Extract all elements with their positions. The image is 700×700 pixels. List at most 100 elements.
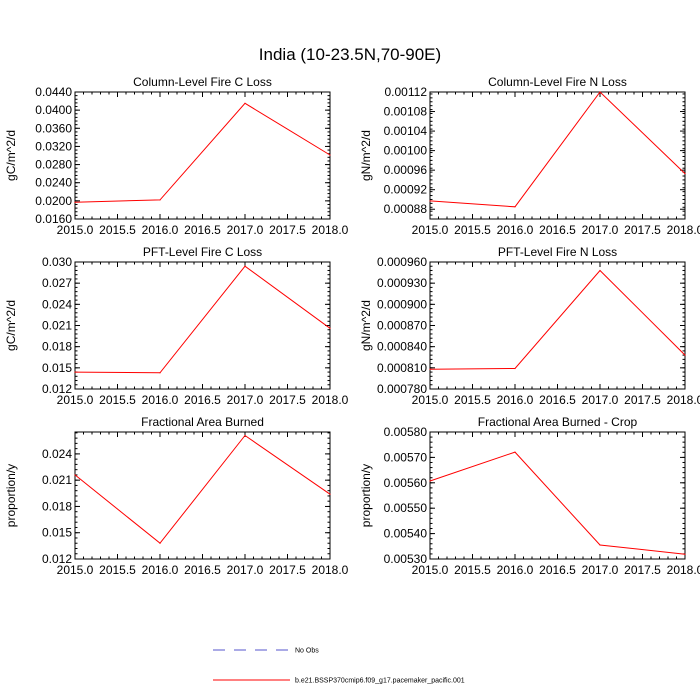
chart3-point bbox=[159, 372, 161, 374]
panels-group: Column-Level Fire C Loss 2015.0 2015.5 2016… bbox=[4, 75, 700, 577]
chart6-ytick-label: 0.00580 bbox=[384, 425, 428, 439]
chart5-xtick-label: 2016.0 bbox=[142, 563, 179, 577]
chart4-xtick-label: 2017.5 bbox=[624, 393, 661, 407]
chart2-xtick-label: 2017.5 bbox=[624, 223, 661, 237]
chart4-point bbox=[684, 354, 686, 356]
chart3-ytick-label: 0.030 bbox=[42, 255, 72, 269]
chart5-ytick-label: 0.021 bbox=[42, 473, 72, 487]
chart4-ytick-label: 0.000810 bbox=[377, 361, 427, 375]
chart3-ytick-label: 0.021 bbox=[42, 319, 72, 333]
chart4-title: PFT-Level Fire N Loss bbox=[498, 245, 617, 259]
chart3-xtick-label: 2017.5 bbox=[269, 393, 306, 407]
chart3-xtick-label: 2016.5 bbox=[184, 393, 221, 407]
chart1-ytick-label: 0.0280 bbox=[35, 158, 72, 172]
chart6-ytick-label: 0.00560 bbox=[384, 476, 428, 490]
chart3-frame bbox=[74, 261, 331, 390]
chart2-panel: Column-Level Fire N Loss 2015.0 2015.5 2016… bbox=[359, 75, 700, 237]
chart4-ytick-label: 0.000900 bbox=[377, 297, 427, 311]
chart2-xtick-label: 2017.0 bbox=[582, 223, 619, 237]
chart5-xtick-label: 2017.5 bbox=[269, 563, 306, 577]
chart5-xtick-label: 2018.0 bbox=[312, 563, 349, 577]
chart1-xtick-label: 2015.0 bbox=[57, 223, 94, 237]
chart1-series-line bbox=[74, 102, 331, 203]
chart2-xtick-label: 2016.5 bbox=[539, 223, 576, 237]
chart1-xtick-label: 2016.0 bbox=[142, 223, 179, 237]
legend-label-no-obs: No Obs bbox=[295, 648, 319, 655]
chart6-ylabel: proportion/y bbox=[359, 464, 373, 527]
chart6-xtick-label: 2016.5 bbox=[539, 563, 576, 577]
chart4-frame bbox=[429, 261, 686, 390]
chart1-point bbox=[329, 154, 331, 156]
chart1-ytick-label: 0.0200 bbox=[35, 194, 72, 208]
chart3-ytick-label: 0.018 bbox=[42, 340, 72, 354]
chart2-ytick-label: 0.00108 bbox=[384, 105, 428, 119]
chart4-ylabel: gN/m^2/d bbox=[359, 300, 373, 351]
chart2-title: Column-Level Fire N Loss bbox=[488, 75, 627, 89]
chart3-xtick-label: 2015.0 bbox=[57, 393, 94, 407]
chart2-ytick-label: 0.00112 bbox=[385, 85, 428, 99]
chart1-ytick-label: 0.0440 bbox=[35, 85, 72, 99]
chart1-ytick-label: 0.0320 bbox=[35, 139, 72, 153]
chart3-xtick-label: 2015.5 bbox=[99, 393, 136, 407]
chart2-point bbox=[684, 172, 686, 175]
chart4-xtick-label: 2015.5 bbox=[454, 393, 491, 407]
chart1-ytick-label: 0.0400 bbox=[35, 103, 72, 117]
chart3-series-line bbox=[74, 265, 331, 374]
chart4-ytick-label: 0.000960 bbox=[377, 255, 427, 269]
chart3-xtick-label: 2017.0 bbox=[227, 393, 264, 407]
chart1-xtick-label: 2017.5 bbox=[269, 223, 306, 237]
chart4-ytick-label: 0.000780 bbox=[377, 382, 427, 396]
chart3-title: PFT-Level Fire C Loss bbox=[143, 245, 262, 259]
chart1-ytick-label: 0.0240 bbox=[35, 176, 72, 190]
chart2-point bbox=[429, 200, 431, 202]
chart5-point bbox=[329, 493, 331, 495]
chart1-ylabel: gC/m^2/d bbox=[4, 130, 18, 181]
chart2-point bbox=[514, 206, 516, 208]
chart5-panel: Fractional Area Burned 2015.0 2015.5 2016.0… bbox=[4, 415, 349, 577]
chart6-xtick-label: 2015.0 bbox=[412, 563, 449, 577]
chart3-point bbox=[329, 327, 331, 329]
chart1-ytick-label: 0.0160 bbox=[35, 212, 72, 226]
chart6-xtick-label: 2015.5 bbox=[454, 563, 491, 577]
chart5-xtick-label: 2015.5 bbox=[99, 563, 136, 577]
chart2-ytick-label: 0.00100 bbox=[384, 144, 428, 158]
chart4-point bbox=[429, 368, 431, 370]
chart1-point bbox=[159, 199, 161, 201]
chart5-ytick-label: 0.015 bbox=[42, 526, 72, 540]
chart2-ytick-label: 0.00088 bbox=[384, 202, 428, 216]
chart1-title: Column-Level Fire C Loss bbox=[133, 75, 272, 89]
legend: No Obs b.e21.BSSP370cmip6.f09_g17.pacema… bbox=[213, 648, 465, 685]
chart5-xtick-label: 2017.0 bbox=[227, 563, 264, 577]
chart4-ytick-label: 0.000870 bbox=[377, 319, 427, 333]
chart3-point bbox=[74, 371, 76, 373]
chart4-xtick-label: 2016.0 bbox=[497, 393, 534, 407]
chart4-ytick-label: 0.000840 bbox=[377, 340, 427, 354]
chart6-point bbox=[599, 544, 601, 546]
chart5-title: Fractional Area Burned bbox=[141, 415, 264, 429]
chart1-frame bbox=[74, 91, 331, 220]
chart6-series-line bbox=[429, 451, 686, 555]
chart2-xtick-label: 2016.0 bbox=[497, 223, 534, 237]
chart3-xtick-label: 2016.0 bbox=[142, 393, 179, 407]
chart4-xtick-label: 2016.5 bbox=[539, 393, 576, 407]
chart6-xtick-label: 2017.0 bbox=[582, 563, 619, 577]
chart5-series-line bbox=[74, 434, 331, 544]
chart6-xtick-label: 2017.5 bbox=[624, 563, 661, 577]
chart3-ylabel: gC/m^2/d bbox=[4, 300, 18, 351]
chart5-ytick-label: 0.018 bbox=[42, 499, 72, 513]
chart1-panel: Column-Level Fire C Loss 2015.0 2015.5 2016… bbox=[4, 75, 349, 237]
chart4-series-line bbox=[429, 269, 686, 370]
chart5-xtick-label: 2016.5 bbox=[184, 563, 221, 577]
chart3-panel: PFT-Level Fire C Loss 2015.0 2015.5 2016.0 2… bbox=[4, 245, 349, 407]
chart2-xtick-label: 2015.5 bbox=[454, 223, 491, 237]
chart2-ytick-label: 0.00092 bbox=[384, 183, 428, 197]
chart3-ytick-label: 0.012 bbox=[42, 382, 72, 396]
chart4-xtick-label: 2017.0 bbox=[582, 393, 619, 407]
chart4-ytick-label: 0.000930 bbox=[377, 276, 427, 290]
chart4-xtick-label: 2018.0 bbox=[667, 393, 700, 407]
chart6-ytick-label: 0.00570 bbox=[384, 450, 428, 464]
chart2-ylabel: gN/m^2/d bbox=[359, 130, 373, 181]
chart2-frame bbox=[429, 91, 686, 220]
chart5-point bbox=[159, 542, 161, 544]
